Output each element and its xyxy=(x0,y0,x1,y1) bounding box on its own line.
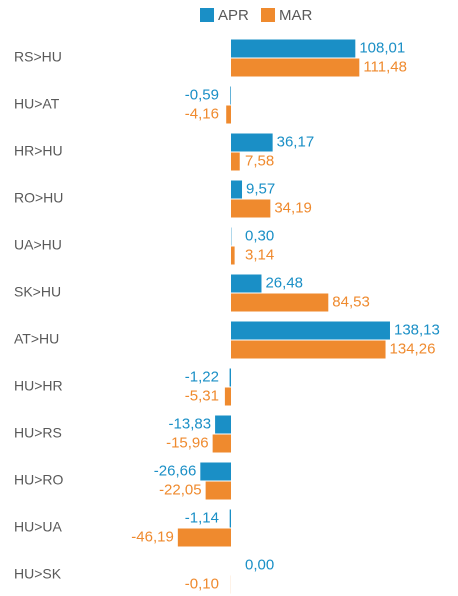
bar xyxy=(229,368,231,387)
value-label: -4,16 xyxy=(185,105,219,122)
value-label: -46,19 xyxy=(131,528,174,545)
bar xyxy=(231,152,240,171)
legend-label: MAR xyxy=(279,7,313,24)
bar xyxy=(231,199,271,218)
bar xyxy=(231,246,235,265)
value-label: -5,31 xyxy=(185,387,219,404)
value-label: -1,22 xyxy=(185,368,219,385)
category-label: HR>HU xyxy=(14,143,63,159)
bar xyxy=(229,509,231,528)
bar xyxy=(231,321,390,340)
bar xyxy=(226,105,231,124)
legend-label: APR xyxy=(218,7,249,24)
bar xyxy=(231,133,273,152)
bar xyxy=(231,39,356,58)
value-label: 134,26 xyxy=(390,340,436,357)
value-label: 36,17 xyxy=(277,133,315,150)
value-label: 108,01 xyxy=(359,39,405,56)
legend-swatch xyxy=(200,8,214,22)
value-label: 34,19 xyxy=(274,199,312,216)
bar xyxy=(205,481,231,500)
legend-swatch xyxy=(261,8,275,22)
value-label: -0,10 xyxy=(185,575,219,592)
value-label: 84,53 xyxy=(332,293,370,310)
bar xyxy=(212,434,231,453)
value-label: 0,00 xyxy=(245,556,274,573)
value-label: 111,48 xyxy=(363,58,407,75)
category-label: HU>UA xyxy=(14,519,63,535)
category-label: SK>HU xyxy=(14,284,61,300)
value-label: 9,57 xyxy=(246,180,275,197)
category-label: RS>HU xyxy=(14,49,62,65)
category-label: AT>HU xyxy=(14,331,59,347)
value-label: 3,14 xyxy=(245,246,274,263)
value-label: 26,48 xyxy=(265,274,303,291)
bar xyxy=(231,293,329,312)
bar xyxy=(231,58,360,77)
category-label: HU>AT xyxy=(14,96,60,112)
value-label: -26,66 xyxy=(154,462,197,479)
value-label: 7,58 xyxy=(245,152,274,169)
value-label: -1,14 xyxy=(185,509,219,526)
value-label: -15,96 xyxy=(166,434,209,451)
value-label: 138,13 xyxy=(394,321,440,338)
bar xyxy=(215,415,231,434)
category-label: HU>RS xyxy=(14,425,62,441)
category-label: HU>RO xyxy=(14,472,64,488)
category-label: HU>HR xyxy=(14,378,63,394)
bar xyxy=(231,180,243,199)
value-label: -13,83 xyxy=(169,415,212,432)
bar xyxy=(230,86,231,105)
bar xyxy=(200,462,231,481)
bar xyxy=(231,274,262,293)
bar xyxy=(231,340,386,359)
bar xyxy=(224,387,231,406)
value-label: -22,05 xyxy=(159,481,202,498)
value-label: -0,59 xyxy=(185,86,219,103)
value-label: 0,30 xyxy=(245,227,274,244)
category-label: UA>HU xyxy=(14,237,62,253)
bar xyxy=(177,528,231,547)
category-label: RO>HU xyxy=(14,190,63,206)
category-label: HU>SK xyxy=(14,566,62,582)
